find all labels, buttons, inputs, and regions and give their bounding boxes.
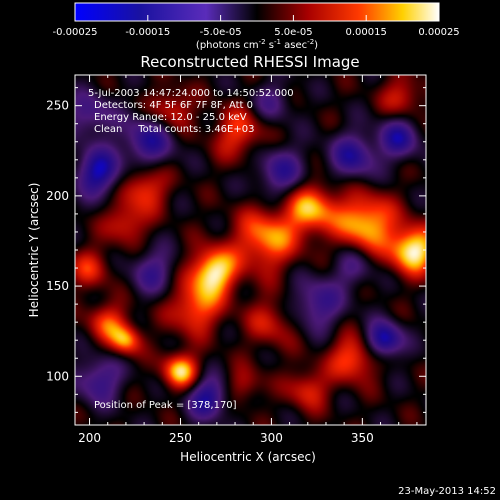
colorbar-ticks: -0.00025 -0.00015 -5.0e-05 5.0e-05 0.00015 0.… — [53, 15, 460, 38]
x-tick-label: 350 — [351, 431, 374, 445]
annotation-energy: Energy Range: 12.0 - 25.0 keV — [94, 112, 247, 123]
y-tick-label: 100 — [46, 369, 69, 383]
y-axis-label: Heliocentric Y (arcsec) — [27, 183, 41, 318]
colorbar-tick-label: 5.0e-05 — [274, 27, 312, 38]
annotation-time: 5-Jul-2003 14:47:24.000 to 14:50:52.000 — [88, 88, 294, 99]
heatmap-image — [75, 75, 426, 425]
y-tick-label: 200 — [46, 189, 69, 203]
peak-position-label: Position of Peak = [378,170] — [94, 400, 237, 411]
colorbar — [75, 3, 439, 21]
colorbar-label: (photons cm-2 s-1 asec-2) — [196, 38, 318, 51]
y-tick-label: 150 — [46, 279, 69, 293]
colorbar-frame — [74, 2, 440, 22]
x-axis-label: Heliocentric X (arcsec) — [180, 450, 316, 464]
y-tick-label: 250 — [46, 99, 69, 113]
annotation-detectors: Detectors: 4F 5F 6F 7F 8F, Att 0 — [94, 100, 253, 111]
x-tick-label: 200 — [78, 431, 101, 445]
x-tick-label: 300 — [260, 431, 283, 445]
colorbar-tick-label: 0.00025 — [418, 27, 459, 38]
colorbar-tick-label: -0.00025 — [53, 27, 98, 38]
colorbar-tick-label: -5.0e-05 — [200, 27, 242, 38]
colorbar-tick-label: 0.00015 — [346, 27, 387, 38]
chart-title: Reconstructed RHESSI Image — [140, 53, 359, 71]
x-tick-label: 250 — [169, 431, 192, 445]
footer-timestamp: 23-May-2013 14:52 — [398, 486, 496, 497]
annotation-counts: Clean Total counts: 3.46E+03 — [94, 124, 254, 135]
colorbar-tick-label: -0.00015 — [125, 27, 170, 38]
axis-ticks: 200 250 300 350 100 150 200 250 — [46, 75, 426, 445]
